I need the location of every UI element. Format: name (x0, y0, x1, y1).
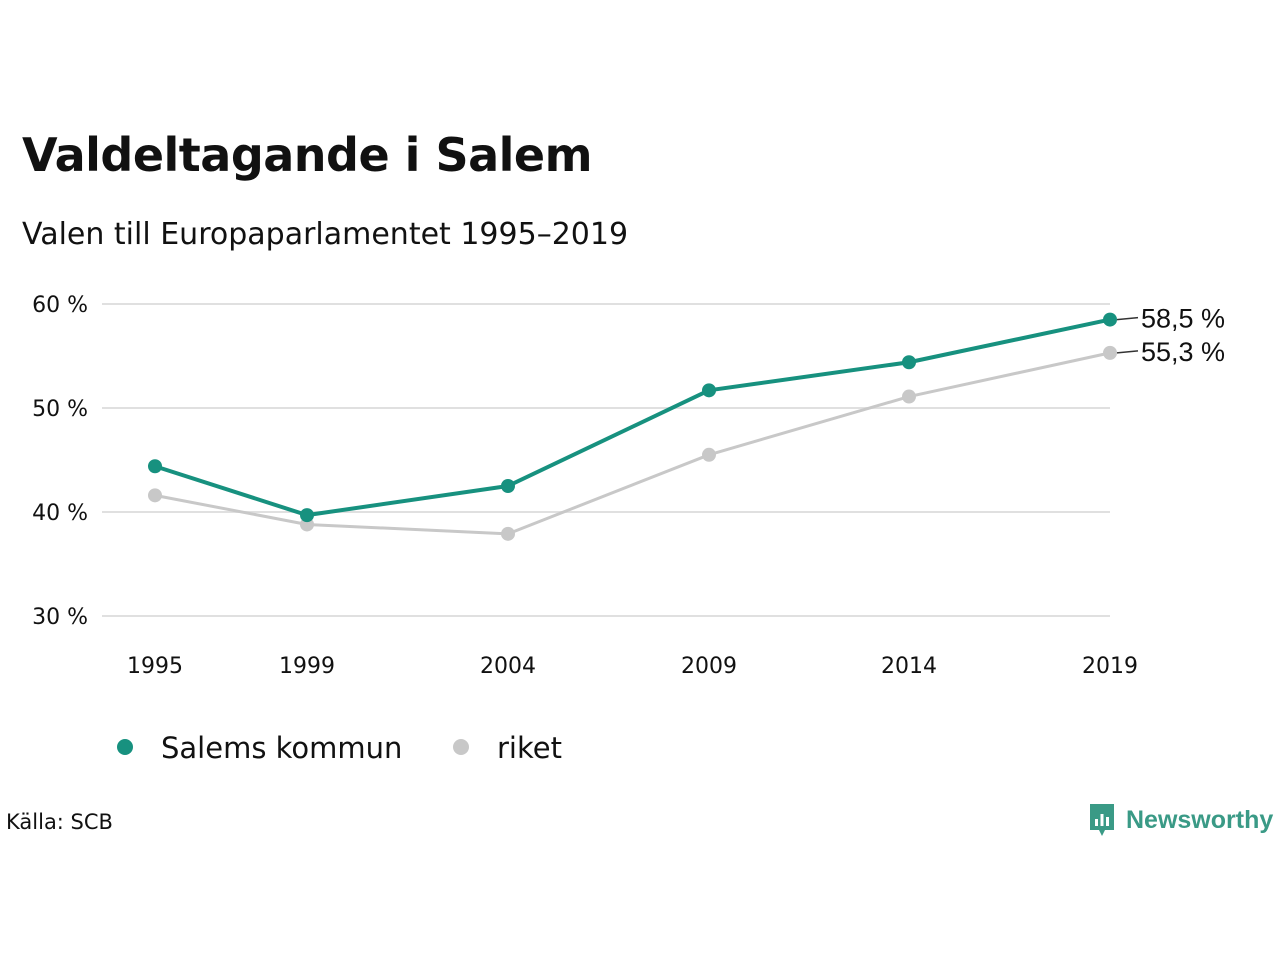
data-point (902, 355, 916, 370)
x-tick-label: 1999 (279, 654, 335, 679)
brand-name: Newsworthy (1126, 805, 1274, 834)
data-point (300, 508, 314, 523)
data-point (702, 383, 716, 398)
x-tick-label: 2004 (480, 654, 536, 679)
data-point (501, 526, 515, 541)
data-point (148, 488, 162, 503)
legend-label: riket (497, 731, 562, 765)
data-point (1103, 345, 1117, 360)
chart-title: Valdeltagande i Salem (22, 128, 593, 182)
chart-subtitle: Valen till Europaparlamentet 1995–2019 (22, 217, 629, 252)
y-tick-label: 60 % (32, 293, 88, 318)
end-label-leader (1116, 316, 1139, 321)
y-tick-label: 50 % (32, 397, 88, 422)
legend-marker (117, 739, 133, 755)
series-line-riket (153, 351, 1112, 536)
x-tick-label: 2014 (881, 654, 937, 679)
y-tick-label: 30 % (32, 605, 88, 630)
end-label-leader (1116, 350, 1139, 354)
y-tick-label: 40 % (32, 501, 88, 526)
data-point (902, 389, 916, 404)
x-tick-label: 1995 (127, 654, 183, 679)
brand-logo: Newsworthy (1088, 802, 1273, 838)
end-label: 55,3 % (1141, 337, 1225, 367)
legend-label: Salems kommun (161, 731, 402, 765)
data-point (1103, 312, 1117, 327)
legend-marker (453, 739, 469, 755)
source-note: Källa: SCB (6, 810, 113, 834)
data-point (501, 479, 515, 493)
data-point (702, 447, 716, 462)
x-tick-label: 2019 (1082, 654, 1138, 679)
x-tick-label: 2009 (681, 654, 737, 679)
data-point (148, 459, 162, 474)
series-line-salem (153, 317, 1112, 518)
newsworthy-logo-icon (1090, 804, 1114, 836)
end-label: 58,5 % (1141, 304, 1225, 334)
